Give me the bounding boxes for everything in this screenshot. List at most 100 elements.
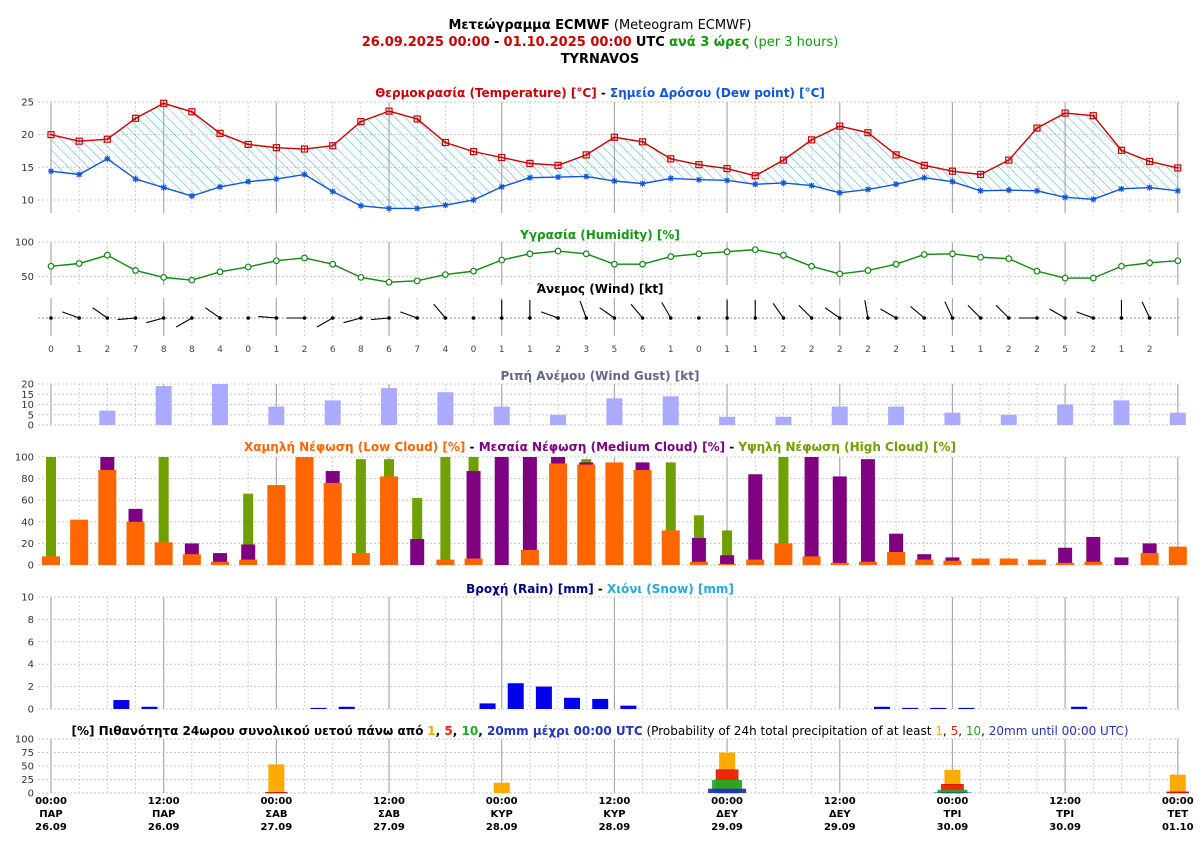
gust-bar (662, 396, 679, 425)
wind-barb (910, 306, 925, 319)
temperature-point (1005, 156, 1013, 164)
prob-title-c: (Probability of 24h total precipitation … (646, 724, 932, 738)
gust-ytick: 20 (21, 380, 34, 391)
low-cloud-bar (126, 521, 145, 565)
gust-ytick: 10 (21, 400, 34, 411)
prob-t10: 10 (461, 724, 479, 738)
low-cloud-bar (661, 530, 680, 565)
medium-cloud-bar (860, 459, 875, 565)
wind-speed-label: 2 (781, 345, 787, 355)
temperature-point-cross (49, 132, 53, 137)
humidity-point (582, 250, 590, 258)
wind-station-dot (302, 316, 307, 320)
wind-speed-label: 2 (1006, 345, 1012, 355)
wind-speed-label: 8 (358, 345, 364, 355)
wind-barb (92, 307, 108, 319)
gust-bar (606, 398, 623, 425)
wind-barb (661, 302, 672, 319)
prob-comma-2: , (452, 724, 462, 738)
temperature-point (75, 137, 83, 145)
humidity-point (188, 276, 196, 284)
prob-en-comma-1: , (942, 724, 951, 738)
temperature-point-cross (1119, 148, 1124, 153)
temperature-point-cross (1175, 165, 1180, 170)
prob-en-t5: 5 (950, 724, 959, 738)
wind-speed-label: 0 (245, 345, 251, 355)
low-cloud-bar (323, 482, 342, 565)
x-tick-date: 28.09 (486, 822, 518, 833)
x-tick-date: 30.09 (937, 822, 969, 833)
wind-speed-label: 2 (1034, 345, 1040, 355)
humidity-point (526, 250, 534, 258)
temperature-point (1033, 124, 1041, 132)
humidity-point (836, 270, 844, 278)
medium-cloud-bar (720, 555, 735, 565)
medium-cloud-bar (832, 476, 847, 565)
temperature-point (638, 138, 647, 146)
high-cloud-bar (778, 457, 789, 565)
gust-bar (324, 400, 341, 425)
x-tick-day: ΣΑΒ (265, 809, 287, 820)
humidity-point (864, 267, 872, 274)
rain-bar (141, 706, 158, 709)
x-tick-day: ΚΥΡ (603, 809, 625, 820)
temperature-point-cross (77, 139, 82, 144)
wind-speed-label: 0 (471, 345, 477, 355)
x-tick-time: 00:00 (937, 796, 969, 807)
gust-ytick: 5 (28, 410, 34, 421)
temperature-point-cross (922, 163, 927, 168)
temperature-point (329, 142, 337, 150)
x-tick-day: ΔΕΥ (716, 809, 739, 820)
rain-bar (310, 707, 327, 709)
gust-bar (888, 406, 905, 425)
humidity-point (695, 250, 703, 258)
wind-speed-label: 1 (978, 345, 984, 355)
wind-speed-label: 1 (527, 345, 533, 355)
temperature-point-cross (358, 119, 363, 124)
wind-station-dot (471, 316, 476, 320)
x-tick-date: 30.09 (1049, 822, 1081, 833)
wind-speed-label: 2 (1147, 345, 1153, 355)
x-tick-time: 00:00 (35, 796, 67, 807)
wind-speed-label: 1 (76, 345, 82, 355)
humidity-point (808, 262, 815, 270)
dewpoint-point (245, 178, 252, 185)
prob-ytick: 75 (21, 748, 34, 759)
gust-bar (775, 416, 792, 425)
dewpoint-point (357, 202, 364, 209)
gust-bar (1113, 400, 1130, 425)
temperature-point (1089, 112, 1097, 120)
temperature-point (751, 172, 759, 180)
rain-bar (479, 703, 496, 709)
low-cloud-bar (577, 464, 596, 565)
prob-title-a: [%] Πιθανότητα 24ωρου συνολικού υετού πά… (71, 724, 424, 738)
precip-sep: - (593, 582, 608, 596)
wind-speed-label: 8 (189, 345, 195, 355)
prob-t1: 1 (427, 724, 436, 738)
dewpoint-point (864, 186, 871, 193)
prob-title-d: mm until 00:00 UTC) (1004, 724, 1129, 738)
low-cloud-bar (380, 476, 399, 565)
wind-barb (117, 317, 136, 321)
temperature-point (131, 114, 140, 122)
rain-ytick: 4 (28, 660, 34, 671)
x-tick-time: 00:00 (260, 796, 292, 807)
humidity-title: Υγρασία (Humidity) [%] (520, 228, 680, 242)
temperature-point (1117, 146, 1126, 154)
low-cloud-bar (830, 562, 849, 565)
prob-t20: 20 (486, 724, 504, 738)
low-cloud-bar (464, 558, 483, 565)
wind-speed-label: 0 (696, 345, 702, 355)
temperature-point-cross (1034, 126, 1039, 131)
probability-bar-20 (933, 792, 972, 793)
x-tick-time: 00:00 (1162, 796, 1194, 807)
temperature-point-cross (246, 142, 251, 147)
dewpoint-point (442, 202, 449, 209)
dewpoint-point (836, 189, 843, 196)
x-tick-time: 12:00 (1049, 796, 1081, 807)
medium-cloud-bar (466, 471, 481, 565)
prob-comma-3: , (478, 724, 487, 738)
prob-en-comma-2: , (958, 724, 966, 738)
date-to: 01.10.2025 00:00 (503, 35, 632, 50)
